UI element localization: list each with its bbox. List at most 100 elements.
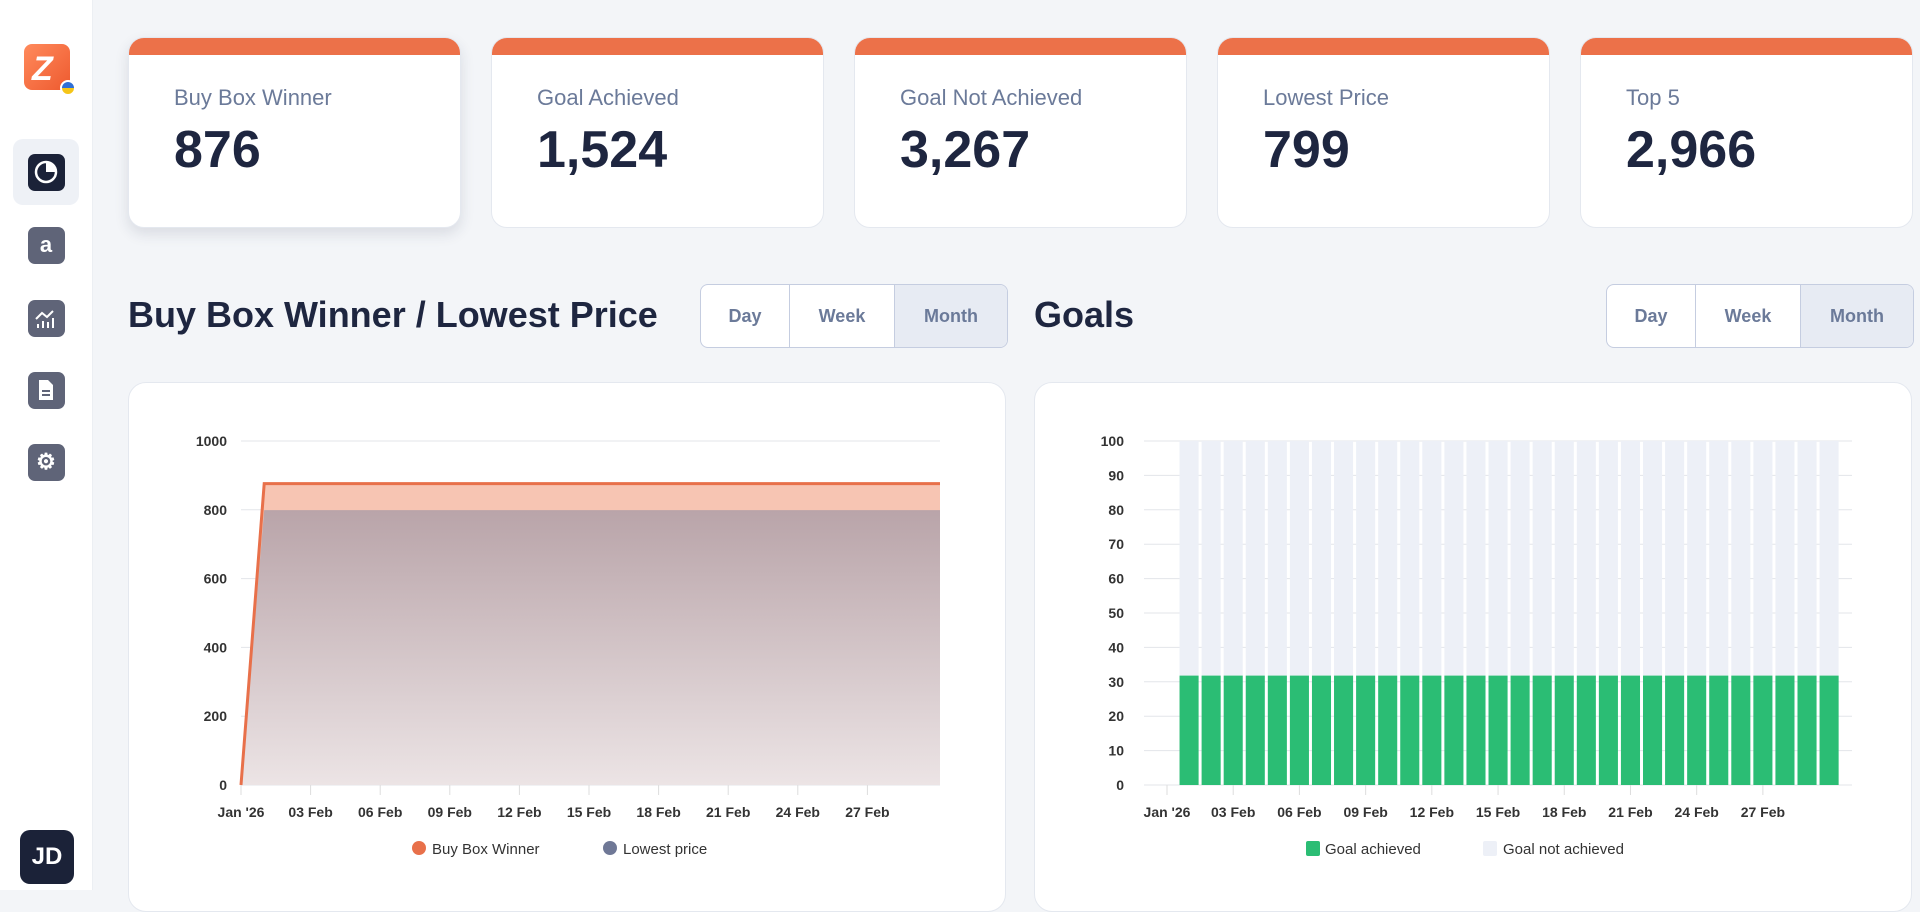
- x-tick-label: 21 Feb: [1608, 804, 1652, 820]
- period-day-button[interactable]: Day: [728, 305, 762, 326]
- stat-label: Buy Box Winner: [174, 85, 332, 110]
- bar-goal-not-achieved: [1620, 441, 1641, 676]
- period-toggle-right: Day Week Month: [1606, 284, 1914, 348]
- bar-goal-achieved: [1444, 675, 1464, 785]
- period-toggle-left: Day Week Month: [700, 284, 1008, 348]
- period-week-button[interactable]: Week: [1695, 285, 1800, 347]
- bar-goal-achieved: [1643, 675, 1663, 785]
- bar-goal-not-achieved: [1422, 441, 1442, 676]
- x-tick-label: 09 Feb: [1343, 804, 1387, 820]
- y-tick-label: 1000: [196, 433, 227, 449]
- user-avatar[interactable]: JD: [20, 830, 74, 884]
- y-tick-label: 0: [219, 777, 227, 793]
- bar-goal-not-achieved: [1179, 441, 1199, 676]
- x-tick-label: 12 Feb: [1410, 804, 1454, 820]
- bar-goal-achieved: [1797, 675, 1817, 785]
- chart-growth-icon: [27, 299, 65, 337]
- bar-goal-achieved: [1510, 675, 1530, 785]
- legend-marker-buy-box: [412, 841, 426, 855]
- x-tick-label: 27 Feb: [1741, 804, 1785, 820]
- y-tick-label: 600: [204, 571, 228, 587]
- bar-goal-achieved: [1731, 675, 1751, 785]
- x-tick-label: 09 Feb: [428, 804, 472, 820]
- x-tick-label: 24 Feb: [776, 804, 820, 820]
- sidebar-item-settings[interactable]: ⚙: [13, 429, 79, 495]
- bar-goal-not-achieved: [1665, 441, 1685, 676]
- bar-goal-not-achieved: [1311, 441, 1332, 676]
- period-month-button[interactable]: Month: [894, 285, 1007, 347]
- stat-value: 1,524: [537, 121, 668, 179]
- bar-goal-achieved: [1665, 675, 1685, 785]
- bar-goal-not-achieved: [1554, 441, 1574, 676]
- bar-goal-achieved: [1201, 675, 1221, 785]
- x-tick-label: 06 Feb: [1277, 804, 1321, 820]
- sidebar-item-dashboard[interactable]: [13, 139, 79, 205]
- app-logo[interactable]: Z: [24, 44, 76, 96]
- y-tick-label: 10: [1108, 743, 1124, 759]
- legend-marker-lowest-price: [603, 841, 617, 855]
- x-tick-label: Jan '26: [218, 804, 265, 820]
- period-day-button[interactable]: Day: [1634, 305, 1668, 326]
- bar-goal-achieved: [1532, 675, 1552, 785]
- bar-goal-achieved: [1378, 675, 1398, 785]
- bar-goal-achieved: [1775, 675, 1795, 785]
- bar-goal-not-achieved: [1356, 441, 1376, 676]
- legend-label-buy-box: Buy Box Winner: [432, 841, 540, 858]
- x-tick-label: 18 Feb: [1542, 804, 1586, 820]
- stat-card-goal-achieved: Goal Achieved 1,524: [491, 37, 824, 228]
- bar-goal-not-achieved: [1643, 441, 1663, 676]
- sidebar-item-documents[interactable]: [13, 357, 79, 423]
- bar-goal-not-achieved: [1245, 441, 1265, 676]
- y-tick-label: 50: [1108, 605, 1124, 621]
- stat-label: Goal Achieved: [537, 85, 679, 110]
- y-tick-label: 400: [204, 639, 228, 655]
- x-tick-label: 12 Feb: [497, 804, 541, 820]
- bar-goal-achieved: [1576, 675, 1596, 785]
- bar-goal-not-achieved: [1223, 441, 1243, 676]
- bar-goal-not-achieved: [1444, 441, 1464, 676]
- period-week-button[interactable]: Week: [789, 285, 894, 347]
- bar-goal-not-achieved: [1334, 441, 1354, 676]
- stat-card-goal-not-achieved: Goal Not Achieved 3,267: [854, 37, 1187, 228]
- bar-goal-not-achieved: [1466, 441, 1486, 676]
- bar-goal-achieved: [1223, 675, 1243, 785]
- bar-goal-achieved: [1400, 675, 1420, 785]
- bar-goal-not-achieved: [1378, 441, 1398, 676]
- bar-goal-not-achieved: [1709, 441, 1729, 676]
- document-icon: [27, 371, 65, 409]
- x-tick-label: Jan '26: [1144, 804, 1191, 820]
- bar-goal-not-achieved: [1488, 441, 1508, 676]
- sidebar-item-analytics[interactable]: [13, 285, 79, 351]
- bar-goal-achieved: [1356, 675, 1376, 785]
- bar-goal-achieved: [1422, 675, 1442, 785]
- bar-goal-not-achieved: [1201, 441, 1221, 676]
- bar-goal-not-achieved: [1289, 441, 1309, 676]
- y-tick-label: 20: [1108, 708, 1124, 724]
- bar-goal-achieved: [1311, 675, 1332, 785]
- y-tick-label: 90: [1108, 467, 1124, 483]
- amazon-icon: a: [27, 226, 65, 264]
- stat-card-lowest-price: Lowest Price 799: [1217, 37, 1550, 228]
- stat-label: Goal Not Achieved: [900, 85, 1083, 110]
- period-month-button[interactable]: Month: [1800, 285, 1913, 347]
- bar-goal-achieved: [1466, 675, 1486, 785]
- y-tick-label: 30: [1108, 674, 1124, 690]
- x-tick-label: 15 Feb: [567, 804, 611, 820]
- bar-goal-achieved: [1488, 675, 1508, 785]
- section-title-goals: Goals: [1034, 294, 1135, 335]
- bar-goal-achieved: [1709, 675, 1729, 785]
- bar-goal-not-achieved: [1775, 441, 1795, 676]
- stat-label: Top 5: [1626, 85, 1680, 110]
- x-tick-label: 24 Feb: [1675, 804, 1719, 820]
- y-tick-label: 100: [1101, 433, 1125, 449]
- y-tick-label: 80: [1108, 502, 1124, 518]
- bar-goal-achieved: [1289, 675, 1309, 785]
- legend-label-goal-not-achieved: Goal not achieved: [1503, 841, 1624, 858]
- legend-marker-goal-not-achieved: [1483, 841, 1497, 856]
- sidebar-item-amazon[interactable]: a: [13, 212, 79, 278]
- buy-box-line: [239, 482, 940, 786]
- x-tick-label: 27 Feb: [845, 804, 889, 820]
- section-title-buy-box: Buy Box Winner / Lowest Price: [128, 294, 658, 335]
- bar-goal-achieved: [1819, 675, 1839, 785]
